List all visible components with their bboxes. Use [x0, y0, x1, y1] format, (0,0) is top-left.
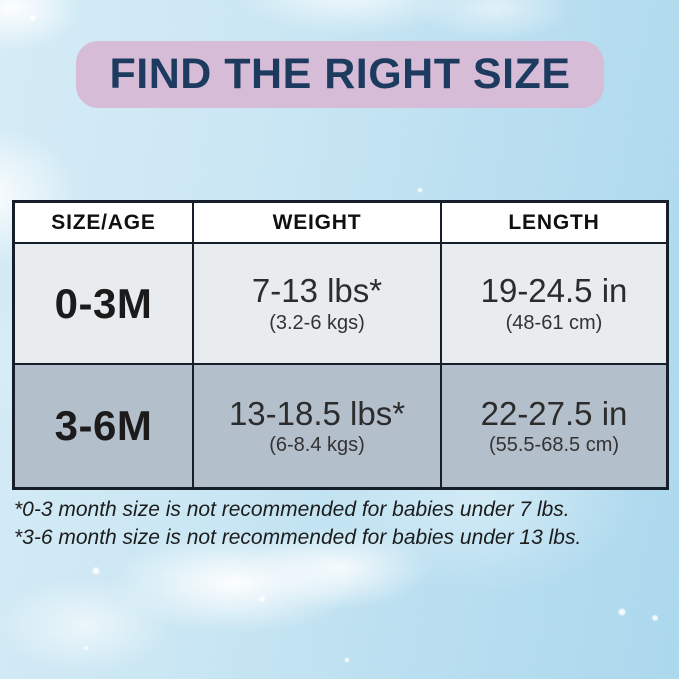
weight-value: 7-13 lbs*: [251, 272, 383, 310]
column-header-label: WEIGHT: [272, 210, 362, 234]
size-chart-table: SIZE/AGE WEIGHT LENGTH 0-3M 7-13 lbs* (3…: [12, 200, 669, 490]
table-row-0-weight-cell: 7-13 lbs* (3.2-6 kgs): [194, 244, 442, 365]
length-metric-value: (55.5-68.5 cm): [488, 434, 620, 457]
column-header-label: LENGTH: [508, 210, 600, 234]
column-header-length: LENGTH: [442, 203, 666, 244]
size-label: 0-3M: [54, 279, 153, 327]
footnote-3-6m: *3-6 month size is not recommended for b…: [14, 526, 582, 549]
length-value: 19-24.5 in: [480, 272, 628, 310]
column-header-label: SIZE/AGE: [51, 210, 156, 234]
table-row-1-size-cell: 3-6M: [15, 365, 194, 487]
table-row-0-size-cell: 0-3M: [15, 244, 194, 365]
table-row-0-length-cell: 19-24.5 in (48-61 cm): [442, 244, 666, 365]
table-row-1-length-cell: 22-27.5 in (55.5-68.5 cm): [442, 365, 666, 487]
footnotes: *0-3 month size is not recommended for b…: [14, 496, 664, 552]
table-row-1-weight-cell: 13-18.5 lbs* (6-8.4 kgs): [194, 365, 442, 487]
footnote-0-3m: *0-3 month size is not recommended for b…: [14, 498, 570, 521]
weight-metric-value: (6-8.4 kgs): [269, 434, 365, 457]
title-banner: FIND THE RIGHT SIZE: [76, 41, 604, 108]
column-header-size-age: SIZE/AGE: [15, 203, 194, 244]
page-title: FIND THE RIGHT SIZE: [109, 50, 571, 98]
size-label: 3-6M: [54, 402, 153, 449]
weight-value: 13-18.5 lbs*: [228, 394, 406, 432]
length-value: 22-27.5 in: [480, 394, 628, 432]
weight-metric-value: (3.2-6 kgs): [269, 311, 365, 334]
column-header-weight: WEIGHT: [194, 203, 442, 244]
length-metric-value: (48-61 cm): [505, 311, 603, 334]
